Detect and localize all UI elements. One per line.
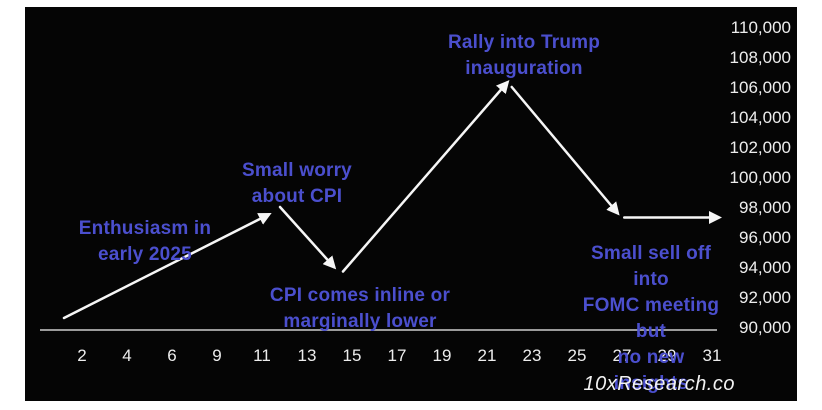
x-tick-label: 13 [298,346,317,365]
x-tick-label: 17 [388,346,407,365]
x-tick-label: 9 [212,346,221,365]
annotation-enthusiasm-early-2025: Enthusiasm in early 2025 [78,218,212,265]
y-tick-label: 100,000 [730,168,791,187]
y-tick-label: 92,000 [739,288,791,307]
x-tick-label: 6 [167,346,176,365]
annotation-cpi-comes-inline: CPI comes inline or marginally lower [269,285,451,332]
y-tick-label: 104,000 [730,108,791,127]
x-tick-label: 31 [703,346,722,365]
y-tick-label: 90,000 [739,318,791,337]
x-tick-label: 21 [478,346,497,365]
trend-arrow-segment [510,85,620,216]
x-tick-label: 2 [77,346,86,365]
x-tick-label: 25 [568,346,587,365]
trend-arrow-segment [278,205,337,270]
x-tick-label: 29 [658,346,677,365]
annotation-rally-into-trump-inauguration: Rally into Trump inauguration [447,32,601,79]
y-tick-label: 110,000 [731,18,791,37]
watermark-10xresearch: 10xResearch.co [583,373,735,395]
y-tick-label: 108,000 [730,48,791,67]
chart-canvas: 110,000 108,000 106,000 104,000 102,000 100,0… [40,18,791,365]
annotation-small-worry-about-cpi: Small worry about CPI [242,160,352,207]
x-tick-label: 19 [433,346,452,365]
y-tick-label: 94,000 [739,258,791,277]
trend-arrow-segment [62,213,272,320]
x-tick-label: 11 [253,346,271,365]
annotation-small-selloff-fomc: Small sell off into FOMC meeting but no … [582,243,720,394]
x-tick-label: 15 [343,346,362,365]
y-tick-label: 106,000 [730,78,791,97]
x-tick-label: 4 [122,346,131,365]
x-tick-label: 27 [613,346,632,365]
y-tick-label: 98,000 [739,198,791,217]
trend-arrow-segment [341,80,510,273]
y-tick-label: 102,000 [730,138,791,157]
x-tick-label: 23 [523,346,542,365]
chart-frame: 110,000 108,000 106,000 104,000 102,000 100,0… [25,7,797,401]
y-tick-label: 96,000 [739,228,791,247]
